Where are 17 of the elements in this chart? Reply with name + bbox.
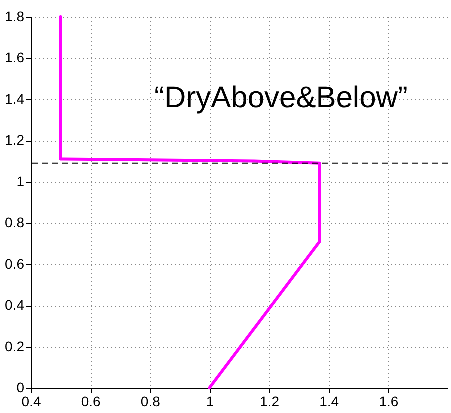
y-tick-label: 1: [16, 173, 25, 190]
x-tick-label: 1.4: [320, 394, 340, 410]
annotation: “DryAbove&Below”: [154, 82, 408, 115]
y-tick-label: 0.2: [5, 338, 25, 354]
y-tick-label: 0.6: [5, 256, 25, 272]
y-tick-label: 1.6: [5, 50, 25, 66]
y-tick-label: 1.2: [5, 132, 25, 148]
y-tick-label: 1.4: [5, 90, 25, 107]
x-tick-label: 1: [206, 394, 214, 410]
y-tick-label: 0: [16, 380, 25, 396]
x-tick-label: 1.6: [379, 394, 399, 410]
x-tick-label: 1.2: [260, 394, 280, 410]
y-tick-label: 1.8: [5, 8, 25, 24]
y-tick-label: 0.8: [5, 214, 25, 231]
y-tick-label: 0.4: [5, 297, 25, 314]
x-tick-label: 0.6: [81, 394, 102, 410]
x-tick-label: 0.8: [140, 394, 161, 410]
